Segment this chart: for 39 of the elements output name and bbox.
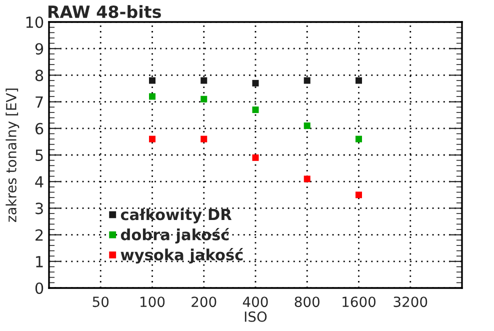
x-axis-title: ISO bbox=[244, 311, 267, 322]
x-tick-label: 1600 bbox=[342, 296, 376, 308]
y-tick-label: 7 bbox=[36, 96, 43, 108]
point bbox=[355, 136, 362, 142]
point bbox=[148, 77, 156, 84]
point bbox=[148, 136, 156, 142]
x-tick-label: 100 bbox=[140, 296, 165, 308]
point bbox=[304, 122, 310, 129]
x-tick-label: 200 bbox=[192, 296, 216, 308]
y-tick-label: 2 bbox=[36, 229, 43, 241]
point bbox=[252, 80, 259, 86]
y-tick-label: 10 bbox=[26, 16, 44, 28]
point bbox=[252, 106, 259, 114]
point bbox=[304, 77, 310, 84]
legend-label: dobra jakość bbox=[120, 228, 230, 244]
x-tick-label: 50 bbox=[92, 296, 109, 308]
legend-label: wysoka jakość bbox=[120, 248, 244, 264]
y-tick-label: 3 bbox=[36, 202, 43, 214]
chart-title: RAW 48-bits bbox=[48, 5, 161, 18]
y-tick-label: 0 bbox=[35, 282, 44, 294]
legend-label: całkowity DR bbox=[120, 208, 232, 224]
point bbox=[148, 93, 156, 100]
y-tick-label: 1 bbox=[36, 256, 43, 268]
y-tick-label: 9 bbox=[35, 43, 44, 55]
point bbox=[355, 192, 362, 198]
x-tick-label: 3200 bbox=[394, 296, 428, 308]
y-tick-label: 6 bbox=[35, 122, 44, 134]
point bbox=[304, 176, 310, 182]
y-tick-label: 8 bbox=[35, 70, 44, 82]
x-tick-label: 800 bbox=[294, 296, 320, 308]
y-tick-label: 4 bbox=[35, 176, 44, 188]
x-tick-label: 400 bbox=[242, 296, 268, 308]
point bbox=[355, 77, 362, 84]
point bbox=[200, 96, 208, 102]
y-axis-title: zakres tonalny [EV] bbox=[6, 88, 20, 222]
point bbox=[252, 154, 259, 161]
y-tick-label: 5 bbox=[36, 150, 43, 162]
point bbox=[200, 136, 208, 142]
point bbox=[200, 77, 208, 84]
